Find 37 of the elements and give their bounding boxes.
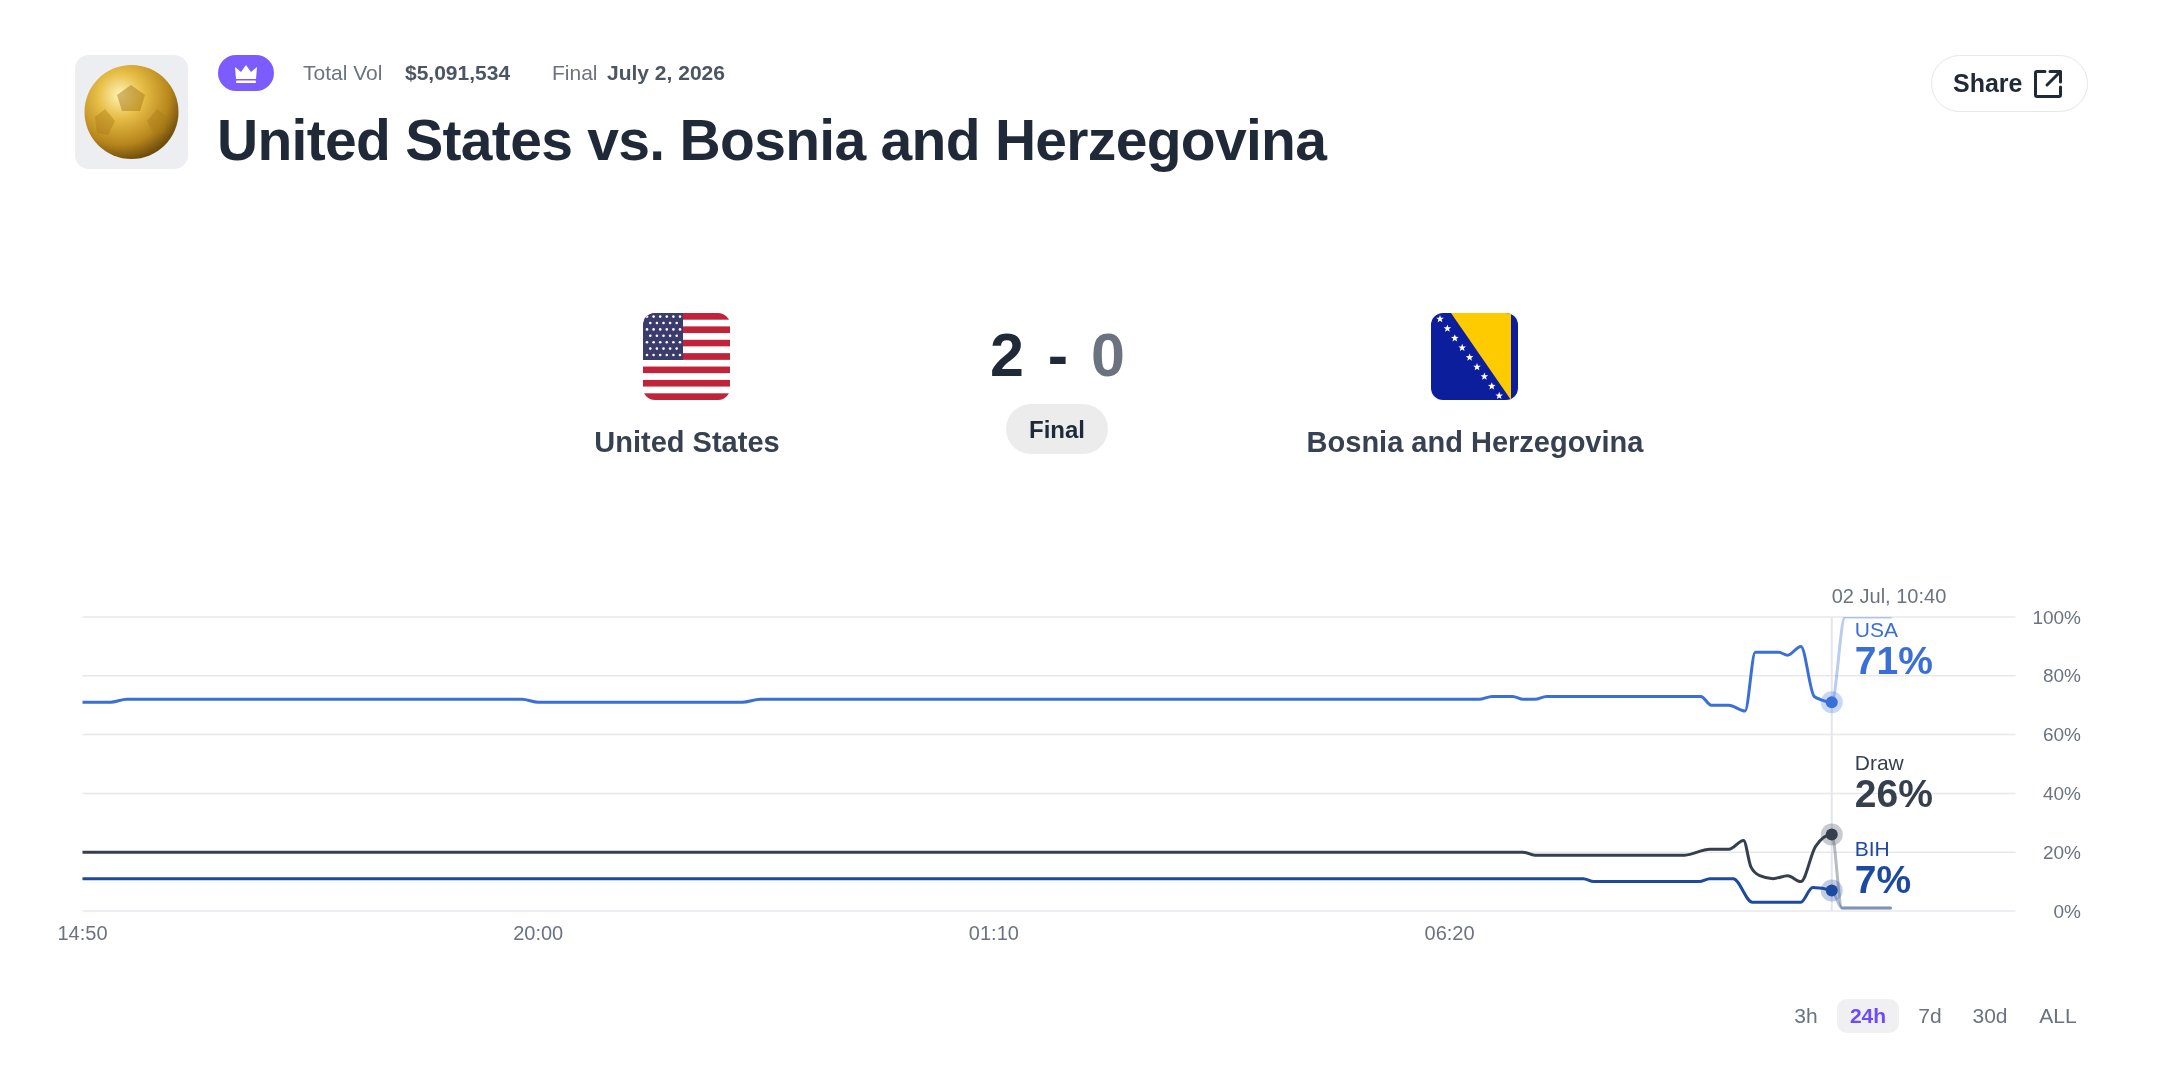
text: 30d: [1972, 1003, 2008, 1027]
text: United States: [594, 426, 780, 459]
x-tick-label: 06:20: [1424, 922, 1475, 944]
y-tick-label: 80%: [2042, 665, 2082, 687]
data-label: 26%: [1854, 771, 1933, 815]
data-label: 71%: [1854, 639, 1933, 683]
text: Draw: [1854, 750, 1905, 774]
text: 7d: [1918, 1003, 1942, 1027]
point: [1820, 691, 1843, 714]
text: 24h: [1849, 1003, 1887, 1027]
series-label: BIH: [1854, 836, 1890, 860]
text: ALL: [2039, 1003, 2077, 1027]
y-tick-label: 0%: [2053, 900, 2082, 922]
y-tick-label: 100%: [2032, 606, 2082, 628]
text: July 2, 2026: [607, 60, 725, 84]
point: [1820, 823, 1843, 846]
x-tick-label: 20:00: [513, 922, 564, 944]
x-tick-label: 14:50: [57, 922, 108, 944]
point: [1820, 879, 1843, 902]
data-label: 7%: [1854, 857, 1912, 901]
text: -: [1047, 320, 1069, 389]
y-tick-label: 20%: [2042, 841, 2082, 863]
ref-line-label: 02 Jul, 10:40: [1831, 585, 1947, 607]
text: Final: [1028, 415, 1086, 443]
text: $5,091,534: [405, 60, 511, 84]
text: Bosnia and Herzegovina: [1306, 426, 1644, 459]
series-label: USA: [1854, 618, 1898, 642]
text: Total Vol: [303, 60, 383, 84]
text: 2: [990, 320, 1024, 389]
chart-title: United States vs. Bosnia and Herzegovina: [217, 108, 1327, 173]
text: Share: [1953, 68, 2023, 97]
x-tick-label: 01:10: [968, 922, 1019, 944]
y-tick-label: 40%: [2042, 783, 2082, 805]
text: 0: [1091, 320, 1125, 389]
y-tick-label: 60%: [2042, 724, 2082, 746]
text: 3h: [1794, 1003, 1818, 1027]
text: Final: [552, 60, 598, 84]
